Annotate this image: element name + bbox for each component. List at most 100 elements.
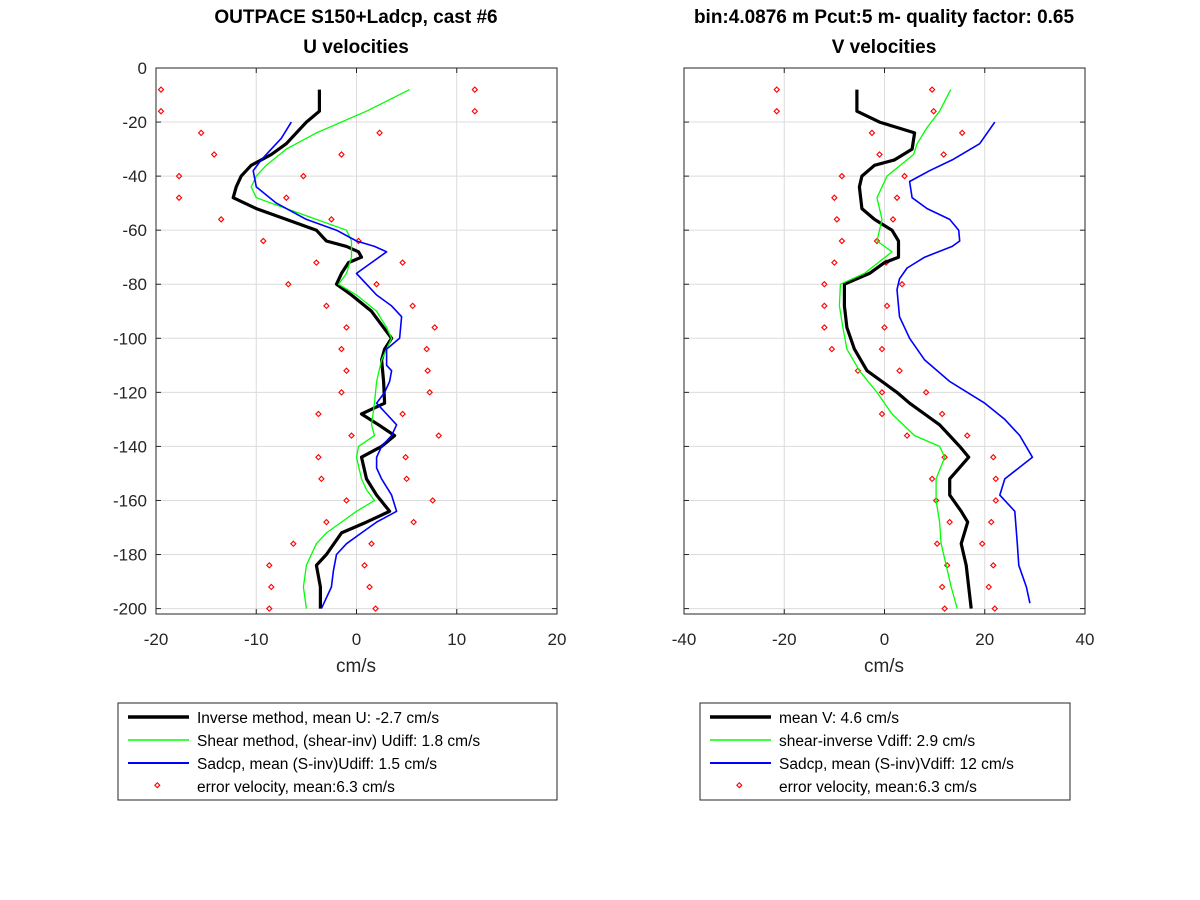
u-velocity-axes: -20 -10 0 10 200-20-40-60-80-100-120-140-160… bbox=[113, 59, 566, 649]
v-data-layer bbox=[773, 86, 1034, 612]
v-error-velocity-marker bbox=[941, 605, 948, 612]
legend-right-mean-label: mean V: 4.6 cm/s bbox=[779, 710, 899, 727]
u-error-velocity-marker bbox=[399, 259, 406, 266]
v-error-velocity-marker bbox=[831, 259, 838, 266]
v-error-velocity-marker bbox=[958, 129, 966, 137]
u-error-velocity-marker bbox=[197, 129, 205, 137]
v-error-velocity-marker bbox=[773, 86, 781, 93]
v-error-velocity-marker bbox=[933, 540, 941, 548]
legend-right-sadcp-label: Sadcp, mean (S-inv)Vdiff: 12 cm/s bbox=[779, 756, 1014, 773]
u-error-velocity-marker bbox=[285, 280, 292, 288]
u-y-tick-label: -80 bbox=[122, 275, 147, 294]
legend-right-error-label: error velocity, mean:6.3 cm/s bbox=[779, 779, 977, 796]
right-panel-title: bin:4.0876 m Pcut:5 m- quality factor: 0… bbox=[694, 7, 1075, 28]
v-error-velocity-marker bbox=[868, 129, 876, 137]
v-error-velocity-marker bbox=[978, 540, 986, 548]
v-error-velocity-marker bbox=[889, 216, 897, 223]
u-x-tick-label: 0 bbox=[352, 630, 361, 649]
legend-left-error-swatch bbox=[154, 781, 161, 789]
u-error-velocity-marker bbox=[315, 410, 322, 418]
u-error-velocity-marker bbox=[338, 345, 345, 353]
v-error-velocity-marker bbox=[831, 194, 838, 202]
v-error-velocity-marker bbox=[821, 302, 828, 310]
v-error-velocity-marker bbox=[878, 410, 886, 418]
u-error-velocity-marker bbox=[265, 562, 273, 569]
v-error-velocity-marker bbox=[883, 302, 891, 310]
u-y-tick-label: -100 bbox=[113, 329, 147, 348]
u-error-velocity-marker bbox=[426, 389, 434, 396]
u-x-tick-label: 10 bbox=[447, 630, 466, 649]
v-error-velocity-marker bbox=[932, 497, 940, 504]
u-error-velocity-marker bbox=[283, 194, 290, 202]
v-x-tick-label: -20 bbox=[772, 630, 797, 649]
u-error-velocity-marker bbox=[431, 324, 439, 331]
v-shear-series-line bbox=[838, 89, 958, 609]
v-error-velocity-marker bbox=[987, 518, 995, 526]
v-error-velocity-marker bbox=[838, 172, 846, 180]
u-error-velocity-marker bbox=[403, 475, 410, 483]
u-error-velocity-marker bbox=[348, 432, 355, 439]
v-x-tick-label: -40 bbox=[672, 630, 697, 649]
v-x-tick-label: 0 bbox=[880, 630, 889, 649]
u-error-velocity-marker bbox=[175, 172, 183, 180]
v-error-velocity-marker bbox=[833, 216, 841, 223]
v-inverse-series-line bbox=[842, 89, 973, 609]
u-x-tick-label: -10 bbox=[244, 630, 269, 649]
right-panel-subtitle: V velocities bbox=[832, 37, 937, 58]
v-error-velocity-marker bbox=[992, 497, 1000, 504]
u-error-velocity-marker bbox=[338, 389, 345, 396]
legend-right-box bbox=[699, 702, 1071, 801]
u-error-velocity-marker bbox=[424, 367, 432, 375]
u-error-velocity-marker bbox=[361, 562, 368, 569]
v-error-velocity-marker bbox=[938, 410, 946, 418]
v-error-velocity-marker bbox=[922, 389, 930, 396]
left-panel-title: OUTPACE S150+Ladcp, cast #6 bbox=[214, 7, 497, 28]
u-y-tick-label: -40 bbox=[122, 167, 147, 186]
legend-left-box bbox=[117, 702, 558, 801]
v-error-velocity-marker bbox=[991, 605, 999, 612]
v-error-velocity-marker bbox=[946, 518, 953, 526]
v-error-velocity-marker bbox=[903, 432, 911, 439]
u-error-velocity-marker bbox=[402, 453, 409, 461]
v-error-velocity-marker bbox=[938, 583, 946, 591]
v-error-velocity-marker bbox=[930, 107, 937, 115]
u-error-velocity-marker bbox=[343, 497, 350, 504]
u-error-velocity-marker bbox=[157, 107, 165, 115]
legend-right-shear-label: shear-inverse Vdiff: 2.9 cm/s bbox=[779, 733, 975, 750]
u-error-velocity-marker bbox=[300, 172, 307, 180]
u-x-tick-label: -20 bbox=[144, 630, 169, 649]
u-error-velocity-marker bbox=[210, 151, 218, 158]
v-error-velocity-marker bbox=[901, 172, 908, 180]
u-y-tick-label: -20 bbox=[122, 113, 147, 132]
u-error-velocity-marker bbox=[315, 453, 322, 461]
u-error-velocity-marker bbox=[368, 540, 375, 548]
u-error-velocity-marker bbox=[343, 324, 350, 331]
u-sadcp-series-line bbox=[252, 121, 403, 609]
v-error-velocity-marker bbox=[773, 107, 781, 115]
u-error-velocity-marker bbox=[409, 302, 416, 310]
legend-right-error-swatch bbox=[736, 781, 743, 789]
u-error-velocity-marker bbox=[373, 280, 380, 288]
v-sadcp-series-line bbox=[896, 121, 1034, 604]
v-error-velocity-marker bbox=[989, 562, 997, 569]
right-x-axis-label: cm/s bbox=[864, 656, 904, 677]
u-error-velocity-marker bbox=[376, 129, 383, 137]
u-y-tick-label: -180 bbox=[113, 546, 147, 565]
u-error-velocity-marker bbox=[313, 259, 320, 266]
v-error-velocity-marker bbox=[893, 194, 901, 202]
v-error-velocity-marker bbox=[963, 432, 971, 439]
u-error-velocity-marker bbox=[259, 237, 267, 245]
u-error-velocity-marker bbox=[318, 475, 325, 483]
u-y-tick-label: 0 bbox=[138, 59, 147, 78]
v-error-velocity-marker bbox=[928, 86, 936, 93]
v-x-tick-label: 40 bbox=[1076, 630, 1095, 649]
v-error-velocity-marker bbox=[985, 583, 993, 591]
u-error-velocity-marker bbox=[372, 605, 379, 612]
v-error-velocity-marker bbox=[878, 345, 886, 353]
v-error-velocity-marker bbox=[992, 475, 1000, 483]
u-error-velocity-marker bbox=[267, 583, 275, 591]
u-y-tick-label: -160 bbox=[113, 491, 147, 510]
v-error-velocity-marker bbox=[878, 389, 886, 396]
v-error-velocity-marker bbox=[941, 453, 948, 461]
u-error-velocity-marker bbox=[328, 216, 335, 223]
